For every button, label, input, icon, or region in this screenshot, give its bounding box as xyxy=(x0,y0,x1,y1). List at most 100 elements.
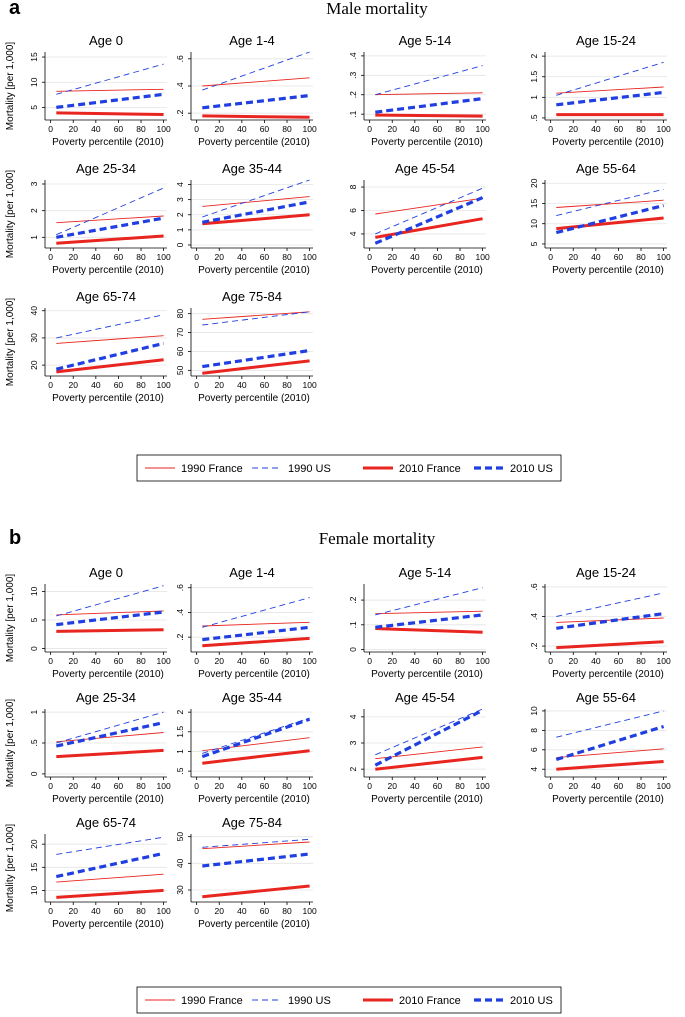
x-axis-label: Poverty percentile (2010) xyxy=(371,265,483,276)
panel-title: Age 65-74 xyxy=(76,815,136,830)
series-line-2010-france xyxy=(375,217,483,239)
x-tick-label: 60 xyxy=(114,906,124,916)
x-tick-label: 60 xyxy=(614,781,624,791)
x-tick-label: 0 xyxy=(367,656,372,666)
panel-title: Age 15-24 xyxy=(576,565,636,580)
x-tick-label: 100 xyxy=(303,906,317,916)
y-tick-label: .4 xyxy=(348,52,358,59)
y-axis-label: Mortality [per 1,000] xyxy=(5,298,16,387)
panel-age-5-14: Age 5-14 .1 .2 .3 .4 0 20 40 60 80 100 Poverty perc… xyxy=(348,33,490,148)
x-tick-label: 80 xyxy=(282,380,292,390)
x-tick-label: 60 xyxy=(614,252,624,262)
x-tick-label: 20 xyxy=(215,906,225,916)
x-tick-label: 40 xyxy=(91,252,101,262)
x-tick-label: 100 xyxy=(157,380,171,390)
x-tick-label: 80 xyxy=(636,124,646,134)
x-axis-label: Poverty percentile (2010) xyxy=(52,794,164,805)
panel-title: Age 25-34 xyxy=(76,690,136,705)
x-tick-label: 40 xyxy=(591,252,601,262)
series-line-1990-france xyxy=(56,335,164,344)
panel-title: Age 15-24 xyxy=(576,33,636,48)
series-line-1990-france xyxy=(375,197,483,215)
y-tick-label: 4 xyxy=(175,182,185,187)
x-tick-label: 80 xyxy=(636,781,646,791)
x-tick-label: 80 xyxy=(282,781,292,791)
y-tick-label: 20 xyxy=(29,839,39,849)
panel-age-75-84: Age 75-84 50 60 70 80 0 20 40 60 80 100 Poverty per… xyxy=(175,289,317,404)
x-tick-label: 60 xyxy=(433,252,443,262)
series-line-2010-france xyxy=(202,884,310,899)
legend-label: 1990 France xyxy=(181,463,243,475)
x-tick-label: 0 xyxy=(194,124,199,134)
series-line-2010-us xyxy=(556,612,664,630)
x-tick-label: 100 xyxy=(476,781,490,791)
x-axis-label: Poverty percentile (2010) xyxy=(198,393,310,404)
y-tick-label: 0 xyxy=(175,242,185,247)
panel-title: Age 1-4 xyxy=(229,565,275,580)
series-line-2010-us xyxy=(56,610,164,627)
x-tick-label: 80 xyxy=(136,380,146,390)
y-tick-label: .5 xyxy=(175,767,185,774)
panel-title: Age 25-34 xyxy=(76,161,136,176)
x-tick-label: 80 xyxy=(282,656,292,666)
x-axis-label: Poverty percentile (2010) xyxy=(552,265,664,276)
x-tick-label: 100 xyxy=(657,124,671,134)
x-tick-label: 60 xyxy=(114,781,124,791)
panel-title: Age 75-84 xyxy=(222,815,282,830)
panel-age-0: Age 0 5 10 15 0 20 40 60 80 100 Poverty percentile… xyxy=(5,33,171,148)
y-tick-label: 0 xyxy=(29,771,39,776)
y-tick-label: 0 xyxy=(29,646,39,651)
series-line-1990-us xyxy=(202,311,310,326)
x-tick-label: 0 xyxy=(48,380,53,390)
x-tick-label: 0 xyxy=(48,781,53,791)
panel-title: Age 45-54 xyxy=(395,161,455,176)
y-tick-label: 30 xyxy=(29,333,39,343)
y-tick-label: 40 xyxy=(175,858,185,868)
legend-label: 2010 US xyxy=(510,995,553,1007)
legend-label: 2010 France xyxy=(399,463,461,475)
panel-title: Age 55-64 xyxy=(576,690,636,705)
y-axis-label: Mortality [per 1,000] xyxy=(5,574,16,663)
x-tick-label: 80 xyxy=(136,781,146,791)
section-letter: b xyxy=(9,527,21,549)
x-tick-label: 40 xyxy=(91,781,101,791)
panel-title: Age 35-44 xyxy=(222,690,282,705)
legend-label: 2010 France xyxy=(399,995,461,1007)
x-tick-label: 0 xyxy=(194,252,199,262)
series-line-1990-france xyxy=(202,77,310,87)
x-tick-label: 40 xyxy=(237,380,247,390)
series-line-1990-france xyxy=(56,88,164,92)
y-tick-label: 10 xyxy=(529,219,539,229)
x-tick-label: 80 xyxy=(636,252,646,262)
x-tick-label: 80 xyxy=(455,656,465,666)
series-line-2010-france xyxy=(56,888,164,899)
y-tick-label: 30 xyxy=(175,885,185,895)
series-line-1990-us xyxy=(56,314,164,339)
y-tick-label: 20 xyxy=(529,178,539,188)
series-line-2010-france xyxy=(375,113,483,118)
x-tick-label: 60 xyxy=(260,252,270,262)
y-tick-label: .2 xyxy=(529,642,539,649)
series-line-2010-us xyxy=(555,724,665,762)
x-tick-label: 60 xyxy=(433,656,443,666)
legend-label: 2010 US xyxy=(510,463,553,475)
x-tick-label: 0 xyxy=(194,906,199,916)
x-tick-label: 100 xyxy=(476,124,490,134)
y-tick-label: 1 xyxy=(529,95,539,100)
panel-title: Age 0 xyxy=(89,33,123,48)
series-line-1990-france xyxy=(56,873,164,883)
series-line-1990-us xyxy=(202,838,310,848)
y-tick-label: 1 xyxy=(29,235,39,240)
series-line-1990-us xyxy=(202,597,310,628)
x-tick-label: 40 xyxy=(591,656,601,666)
series-line-2010-us xyxy=(555,203,664,235)
y-tick-label: 40 xyxy=(29,306,39,316)
series-line-2010-france xyxy=(56,748,164,759)
x-tick-label: 40 xyxy=(410,252,420,262)
x-axis-label: Poverty percentile (2010) xyxy=(552,794,664,805)
x-axis-label: Poverty percentile (2010) xyxy=(52,669,164,680)
y-tick-label: 6 xyxy=(529,747,539,752)
x-tick-label: 40 xyxy=(237,781,247,791)
